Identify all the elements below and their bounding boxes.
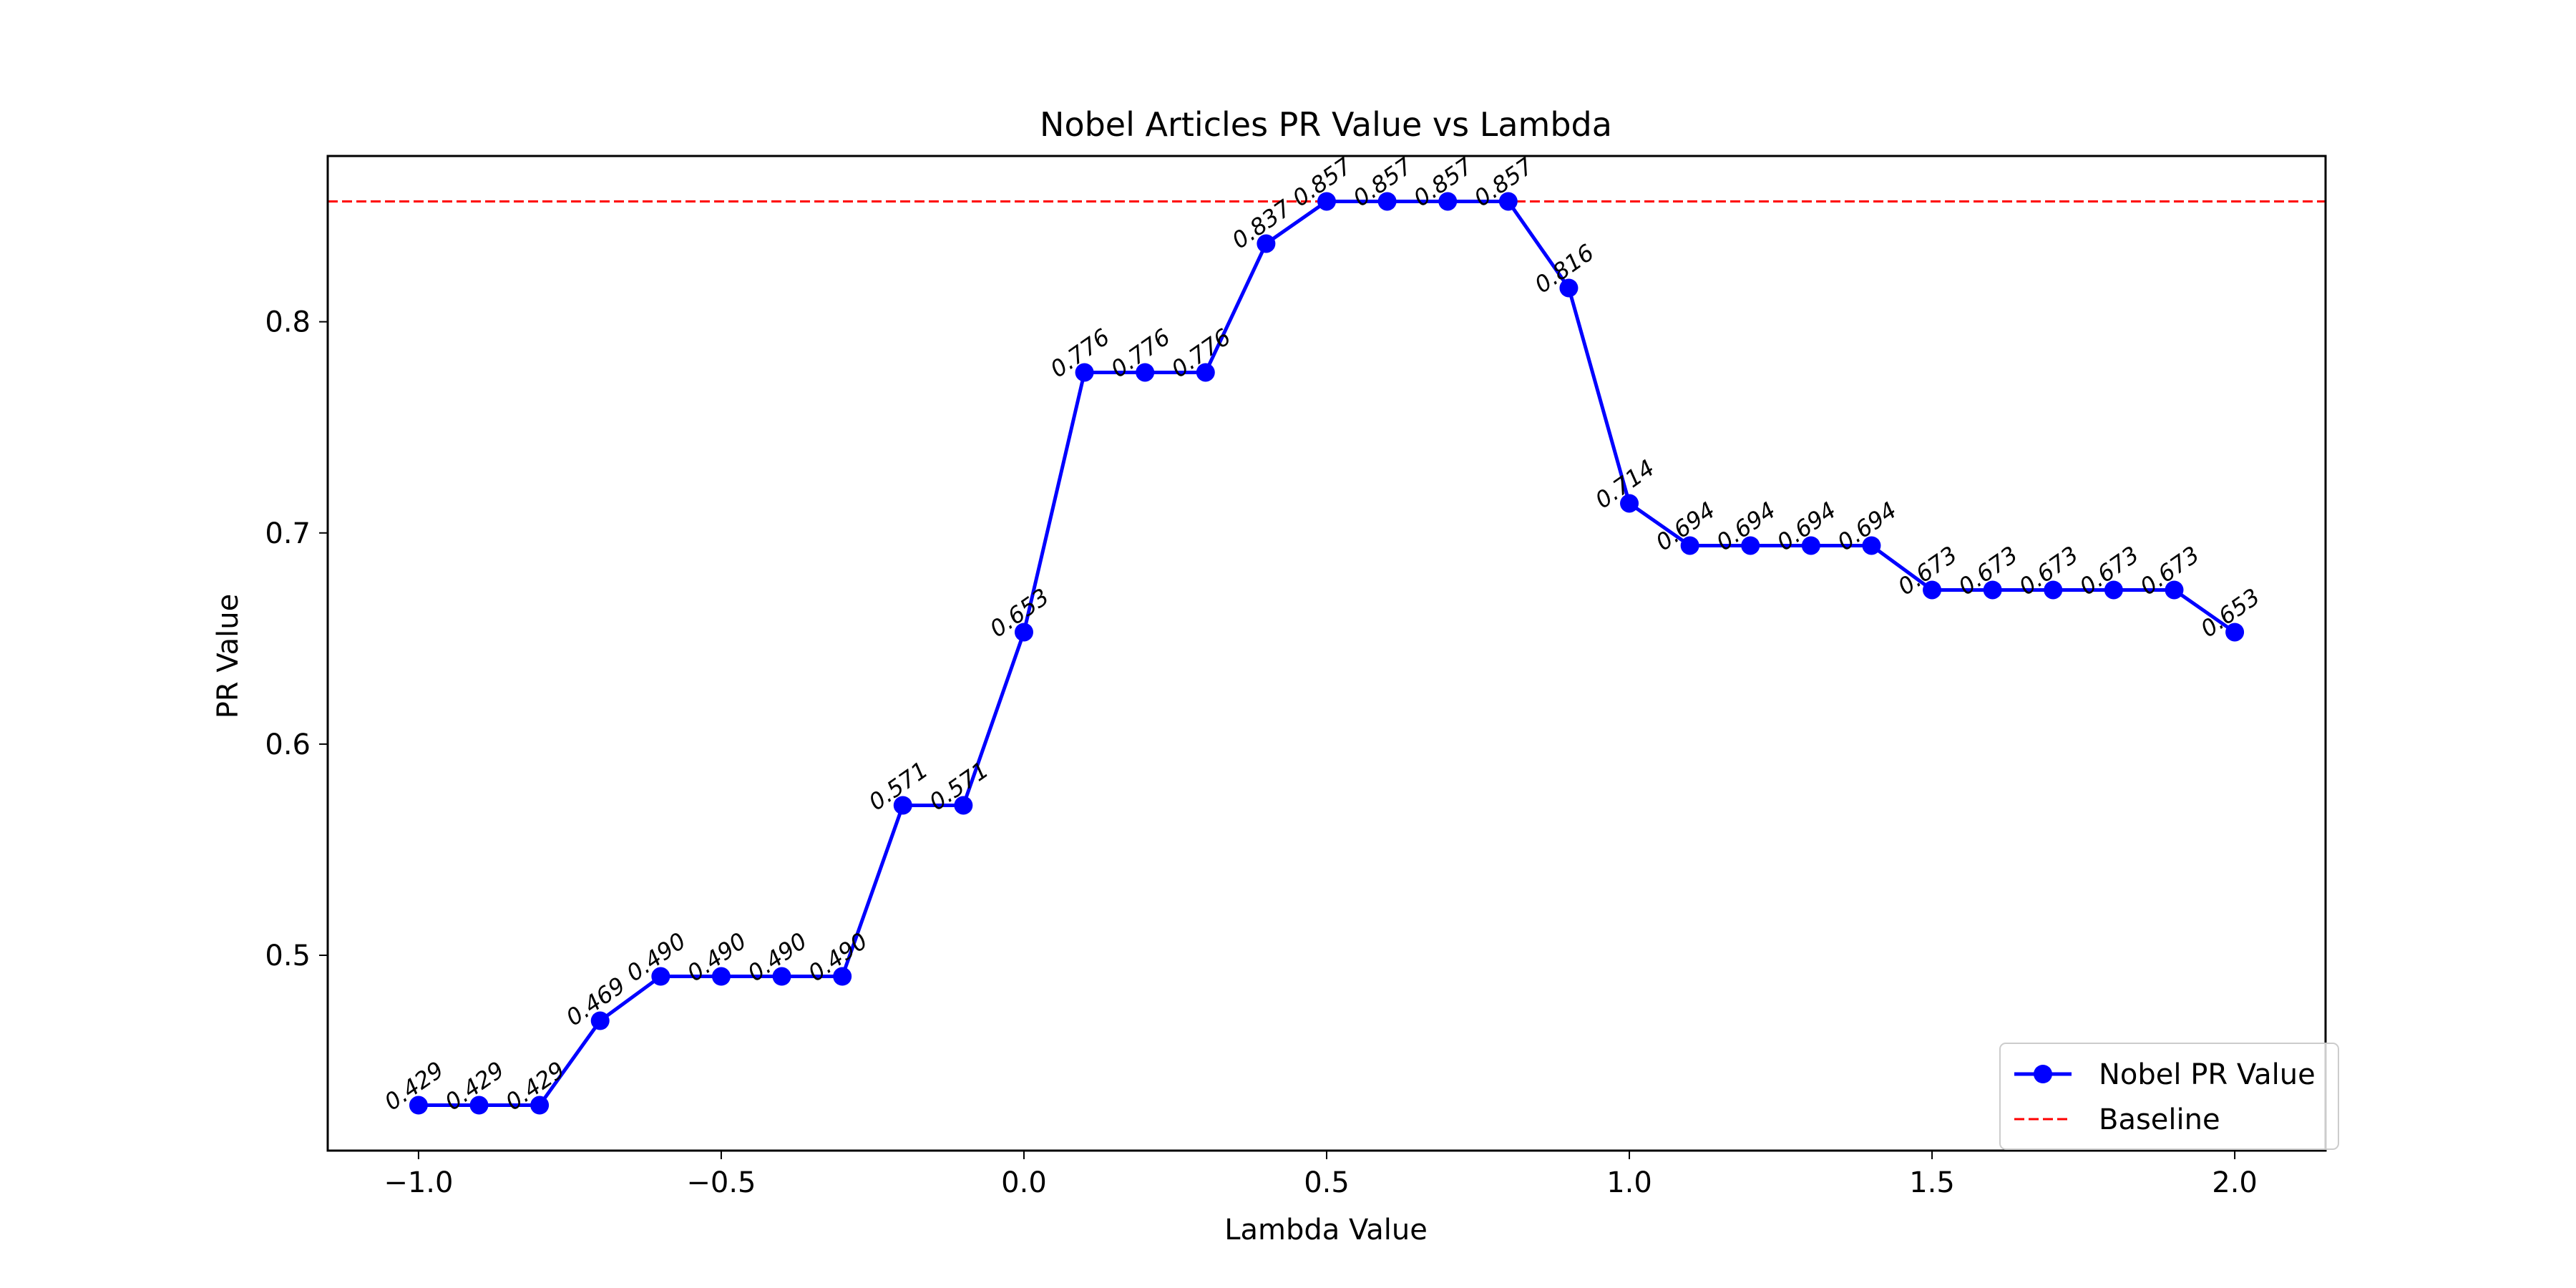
legend: Nobel PR Value Baseline (1999, 1043, 2339, 1150)
data-point (530, 1096, 550, 1115)
data-point (1559, 278, 1579, 298)
legend-baseline-label: Baseline (2099, 1103, 2220, 1136)
data-point (893, 796, 912, 815)
data-point (2044, 580, 2063, 600)
data-point (1317, 192, 1336, 211)
plot-area: 0.4290.4290.4290.4690.4900.4900.4900.490… (265, 152, 2327, 1199)
data-point (711, 967, 731, 986)
data-point (1862, 536, 1881, 555)
data-point (2104, 580, 2123, 600)
data-point (409, 1096, 428, 1115)
data-point (1498, 192, 1518, 211)
data-point (1923, 580, 1942, 600)
x-tick-label: 1.5 (1909, 1166, 1955, 1199)
data-point (1014, 623, 1033, 642)
x-tick-label: 1.0 (1606, 1166, 1652, 1199)
x-tick-label: 0.0 (1001, 1166, 1047, 1199)
x-tick-label: 2.0 (2212, 1166, 2258, 1199)
x-tick-label: −0.5 (686, 1166, 756, 1199)
y-tick-label: 0.6 (265, 728, 311, 761)
y-tick-label: 0.7 (265, 517, 311, 550)
legend-series-marker (2034, 1065, 2052, 1083)
legend-series-label: Nobel PR Value (2099, 1058, 2316, 1091)
data-point (1377, 192, 1397, 211)
y-tick-label: 0.5 (265, 940, 311, 972)
data-point (1075, 363, 1094, 382)
data-point (590, 1011, 610, 1030)
data-point (1196, 363, 1215, 382)
data-point (1620, 494, 1639, 513)
data-point (1257, 234, 1276, 253)
y-tick-label: 0.8 (265, 306, 311, 339)
x-tick-label: 0.5 (1304, 1166, 1350, 1199)
y-axis-label: PR Value (212, 594, 245, 718)
legend-frame (1999, 1043, 2339, 1150)
data-point (772, 967, 791, 986)
data-point (2165, 580, 2184, 600)
data-point (833, 967, 852, 986)
data-point (1438, 192, 1458, 211)
data-point (1136, 363, 1155, 382)
data-point (651, 967, 670, 986)
x-axis-label: Lambda Value (1224, 1214, 1428, 1246)
data-point (1741, 536, 1760, 555)
data-point (2225, 623, 2245, 642)
data-point (1680, 536, 1699, 555)
data-point (1801, 536, 1820, 555)
x-tick-label: −1.0 (384, 1166, 453, 1199)
data-point (1983, 580, 2002, 600)
data-point (469, 1096, 489, 1115)
chart-title: Nobel Articles PR Value vs Lambda (1040, 105, 1612, 144)
data-point (954, 796, 973, 815)
